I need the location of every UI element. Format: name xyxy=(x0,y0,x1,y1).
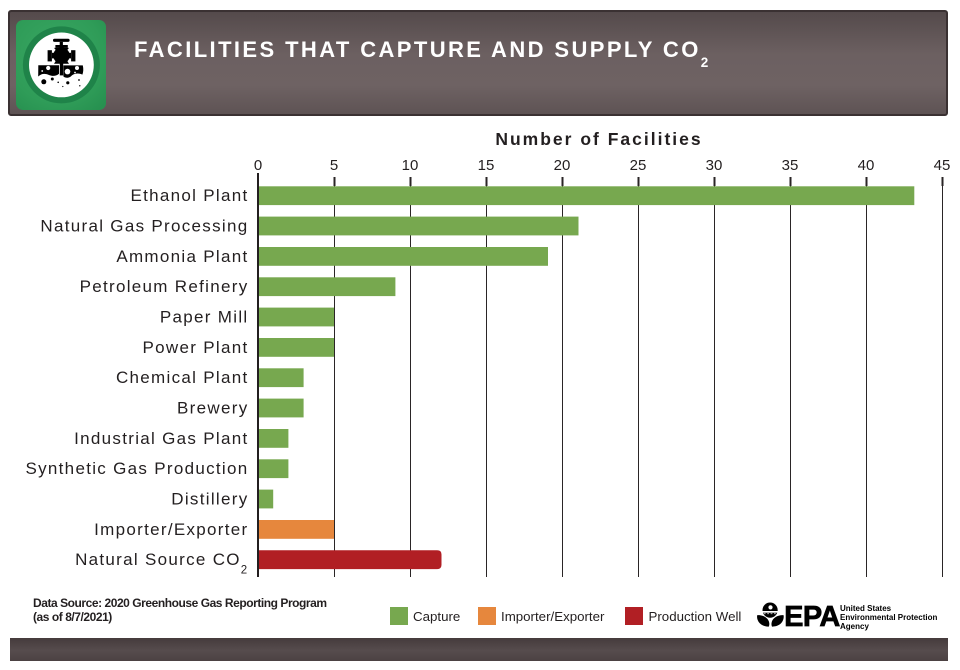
svg-text:40: 40 xyxy=(858,157,875,174)
svg-text:35: 35 xyxy=(782,157,799,174)
svg-text:Brewery: Brewery xyxy=(177,399,248,418)
svg-text:Environmental Protection: Environmental Protection xyxy=(840,613,937,622)
svg-text:45: 45 xyxy=(934,157,951,174)
svg-text:Natural Gas Processing: Natural Gas Processing xyxy=(40,217,248,236)
svg-text:15: 15 xyxy=(478,157,495,174)
svg-text:30: 30 xyxy=(706,157,723,174)
svg-text:Ammonia Plant: Ammonia Plant xyxy=(116,247,248,266)
svg-text:Chemical Plant: Chemical Plant xyxy=(116,368,249,387)
svg-text:Petroleum Refinery: Petroleum Refinery xyxy=(80,277,249,296)
svg-text:10: 10 xyxy=(402,157,419,174)
svg-text:20: 20 xyxy=(554,157,571,174)
svg-text:Ethanol Plant: Ethanol Plant xyxy=(130,186,248,205)
svg-text:Number of Facilities: Number of Facilities xyxy=(495,129,702,149)
svg-text:Paper Mill: Paper Mill xyxy=(160,308,249,327)
svg-text:0: 0 xyxy=(254,157,262,174)
svg-text:Importer/Exporter: Importer/Exporter xyxy=(94,520,248,539)
svg-text:United States: United States xyxy=(840,604,892,613)
svg-text:EPA: EPA xyxy=(784,601,840,633)
svg-text:Power Plant: Power Plant xyxy=(143,338,249,357)
svg-text:Agency: Agency xyxy=(840,622,869,631)
svg-text:Distillery: Distillery xyxy=(171,490,248,509)
svg-text:25: 25 xyxy=(630,157,647,174)
svg-text:Synthetic Gas Production: Synthetic Gas Production xyxy=(25,459,248,478)
svg-text:Industrial Gas Plant: Industrial Gas Plant xyxy=(74,429,248,448)
svg-text:5: 5 xyxy=(330,157,338,174)
svg-text:Natural Source CO2: Natural Source CO2 xyxy=(75,550,248,576)
